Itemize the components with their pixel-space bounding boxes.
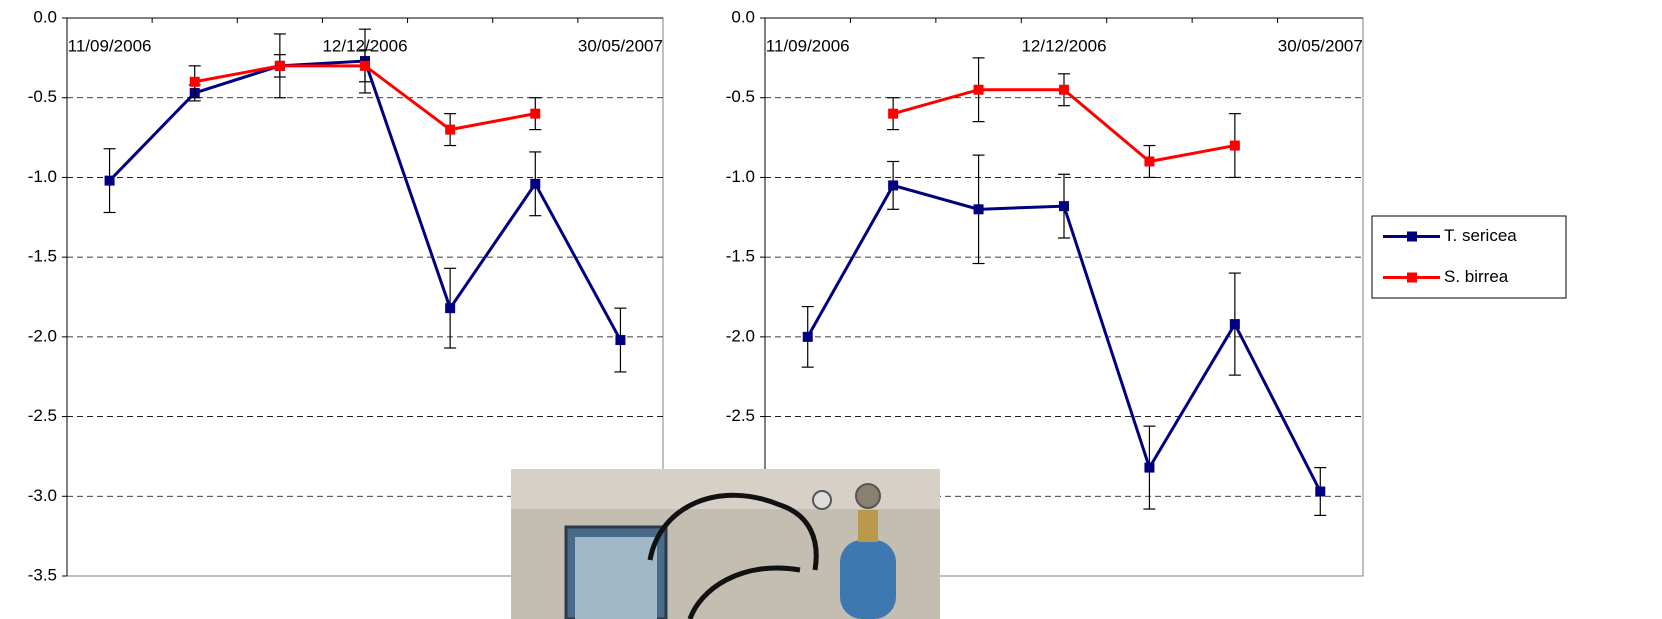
y-tick-label: -1.0 <box>726 167 755 186</box>
marker <box>615 335 625 345</box>
y-tick-label: -1.5 <box>726 247 755 266</box>
marker <box>360 61 370 71</box>
legend-label: T. sericea <box>1444 226 1517 245</box>
marker <box>888 180 898 190</box>
photo-gauge <box>856 484 880 508</box>
marker <box>888 109 898 119</box>
marker <box>445 125 455 135</box>
y-tick-label: -3.0 <box>28 486 57 505</box>
photo-regulator <box>858 510 878 542</box>
photo <box>511 469 940 619</box>
photo-gauge <box>813 491 831 509</box>
y-tick-label: -1.5 <box>28 247 57 266</box>
marker <box>530 179 540 189</box>
marker <box>275 61 285 71</box>
x-tick-label: 11/09/2006 <box>766 36 850 55</box>
marker <box>1230 141 1240 151</box>
legend-marker <box>1407 232 1417 242</box>
marker <box>530 109 540 119</box>
legend-marker <box>1407 273 1417 283</box>
x-tick-label: 12/12/2006 <box>1021 36 1106 55</box>
y-tick-label: -2.0 <box>726 326 755 345</box>
y-tick-label: -0.5 <box>726 87 755 106</box>
legend: T. sericea S. birrea <box>1372 216 1566 298</box>
marker <box>1059 201 1069 211</box>
x-tick-label: 30/05/2007 <box>1278 36 1363 55</box>
marker <box>974 85 984 95</box>
y-tick-label: -0.5 <box>28 87 57 106</box>
photo-device-screen <box>575 537 657 619</box>
marker <box>1059 85 1069 95</box>
marker <box>445 303 455 313</box>
marker <box>190 77 200 87</box>
y-tick-label: -3.5 <box>28 565 57 584</box>
marker <box>1230 319 1240 329</box>
marker <box>974 204 984 214</box>
marker <box>803 332 813 342</box>
photo-cylinder <box>840 540 896 619</box>
y-tick-label: -2.0 <box>28 326 57 345</box>
y-tick-label: 0.0 <box>33 7 57 26</box>
y-tick-label: -1.0 <box>28 167 57 186</box>
series-line <box>110 61 621 340</box>
legend-label: S. birrea <box>1444 267 1509 286</box>
y-tick-label: 0.0 <box>731 7 755 26</box>
marker <box>105 176 115 186</box>
x-tick-label: 30/05/2007 <box>578 36 663 55</box>
y-tick-label: -2.5 <box>726 406 755 425</box>
x-tick-label: 11/09/2006 <box>68 36 152 55</box>
marker <box>1144 463 1154 473</box>
y-tick-label: -2.5 <box>28 406 57 425</box>
marker <box>1144 156 1154 166</box>
figure: -3.5 -3.0 -2.5 -2.0 -1.5 -1.0 -0.5 0.0 11/09/200… <box>0 0 1662 619</box>
marker <box>1315 487 1325 497</box>
